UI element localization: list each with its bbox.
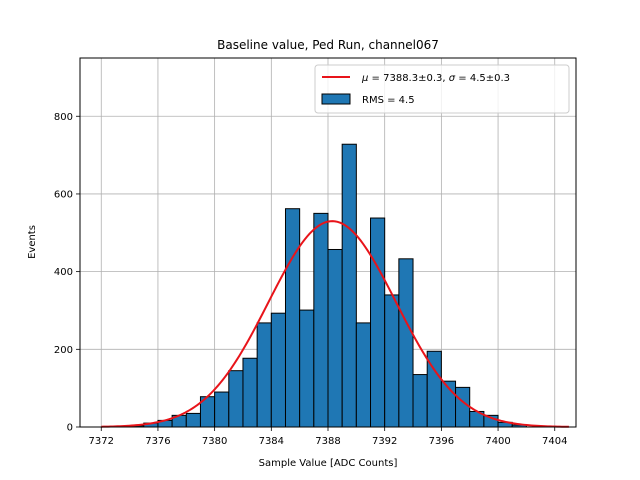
legend-fit-label: μ = 7388.3±0.3, σ = 4.5±0.3 xyxy=(361,73,510,84)
histogram-bar xyxy=(370,217,386,428)
gaussian-fit-curve xyxy=(101,220,569,428)
y-axis-label: Events xyxy=(27,225,38,259)
histogram-bar xyxy=(398,258,414,428)
legend-box xyxy=(314,64,570,114)
histogram-bar xyxy=(313,212,329,428)
y-tick-label: 400 xyxy=(54,267,73,278)
x-tick-label: 7372 xyxy=(89,436,114,447)
x-axis-ticks: 7372 7376 7380 7384 7388 7392 7396 7400 7404 xyxy=(89,427,567,447)
y-tick-label: 600 xyxy=(54,189,73,200)
x-tick-label: 7400 xyxy=(485,436,510,447)
histogram-bar xyxy=(185,412,201,428)
histogram-bar xyxy=(412,374,428,428)
x-tick-label: 7380 xyxy=(202,436,227,447)
histogram-bar xyxy=(242,357,258,428)
histogram-bar xyxy=(327,248,343,428)
histogram-bar xyxy=(270,312,286,428)
x-tick-label: 7396 xyxy=(429,436,454,447)
x-tick-label: 7392 xyxy=(372,436,397,447)
histogram-bar xyxy=(341,143,357,428)
histogram-bar xyxy=(214,391,230,428)
histogram-bar xyxy=(299,309,315,428)
chart-title: Baseline value, Ped Run, channel067 xyxy=(217,38,439,52)
histogram-bar xyxy=(455,386,471,428)
x-tick-label: 7376 xyxy=(145,436,170,447)
x-tick-label: 7404 xyxy=(542,436,567,447)
x-tick-label: 7384 xyxy=(259,436,284,447)
histogram-bar xyxy=(228,370,244,428)
x-axis-label: Sample Value [ADC Counts] xyxy=(259,458,398,469)
legend: μ = 7388.3±0.3, σ = 4.5±0.3 RMS = 4.5 xyxy=(314,64,570,114)
y-tick-label: 800 xyxy=(54,112,73,123)
histogram-bar xyxy=(355,322,372,428)
y-tick-label: 200 xyxy=(54,345,73,356)
y-axis-ticks: 0 200 400 600 800 xyxy=(54,112,80,434)
x-tick-label: 7388 xyxy=(315,436,340,447)
y-tick-label: 0 xyxy=(67,423,73,434)
legend-histogram-swatch xyxy=(321,93,351,105)
legend-histogram-label: RMS = 4.5 xyxy=(362,95,415,106)
histogram-bar xyxy=(256,322,272,428)
histogram-bar xyxy=(384,294,400,428)
histogram-bar xyxy=(284,208,301,428)
